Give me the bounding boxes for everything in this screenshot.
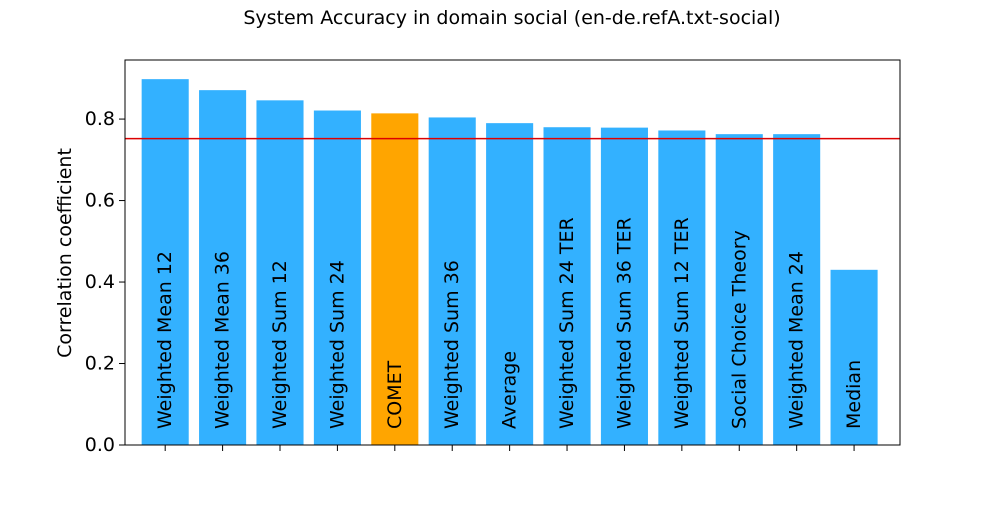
bar-label-average: Average [499, 351, 521, 429]
bar-label-comet: COMET [384, 360, 406, 429]
bar-average [486, 123, 534, 446]
y-tick-label: 0.2 [85, 353, 115, 375]
y-tick-label: 0.0 [85, 434, 115, 456]
chart-title: System Accuracy in domain social (en-de.… [243, 7, 780, 29]
axis-layer: 0.0 0.2 0.4 0.6 0.8 [85, 59, 901, 456]
bar-social-choice-theory [715, 134, 763, 446]
bar-weighted-sum-12-ter [658, 130, 706, 445]
bar-weighted-mean-24 [773, 134, 821, 446]
bar-weighted-sum-12 [256, 100, 304, 445]
plot-frame [124, 59, 901, 446]
bar-label-weighted-sum-12: Weighted Sum 12 [269, 260, 291, 429]
bar-weighted-mean-12 [141, 79, 189, 446]
bar-label-weighted-sum-36-ter: Weighted Sum 36 TER [613, 217, 635, 429]
y-tick-label: 0.8 [85, 108, 115, 130]
bar-label-weighted-sum-24-ter: Weighted Sum 24 TER [556, 217, 578, 429]
y-tick-label: 0.6 [85, 190, 115, 212]
bar-label-weighted-mean-24: Weighted Mean 24 [786, 251, 808, 429]
bar-weighted-mean-36 [199, 90, 247, 446]
bar-label-median: Median [843, 360, 865, 429]
bar-label-weighted-sum-36: Weighted Sum 36 [441, 260, 463, 429]
bar-weighted-sum-36 [428, 117, 476, 445]
bar-median [830, 269, 878, 445]
bar-label-weighted-mean-36: Weighted Mean 36 [212, 251, 234, 429]
y-axis-label: Correlation coefficient [54, 148, 76, 358]
bar-label-weighted-sum-24: Weighted Sum 24 [326, 260, 348, 429]
bar-weighted-sum-24-ter [543, 127, 591, 445]
bar-weighted-sum-36-ter [600, 127, 648, 445]
bars-layer: Weighted Mean 12 Weighted Mean 36 Weighted… [141, 79, 878, 446]
bar-weighted-sum-24 [313, 110, 361, 445]
bar-label-social-choice-theory: Social Choice Theory [728, 230, 750, 429]
y-tick-label: 0.4 [85, 271, 115, 293]
bar-comet [371, 113, 419, 446]
bar-label-weighted-sum-12-ter: Weighted Sum 12 TER [671, 217, 693, 429]
bar-label-weighted-mean-12: Weighted Mean 12 [154, 251, 176, 429]
